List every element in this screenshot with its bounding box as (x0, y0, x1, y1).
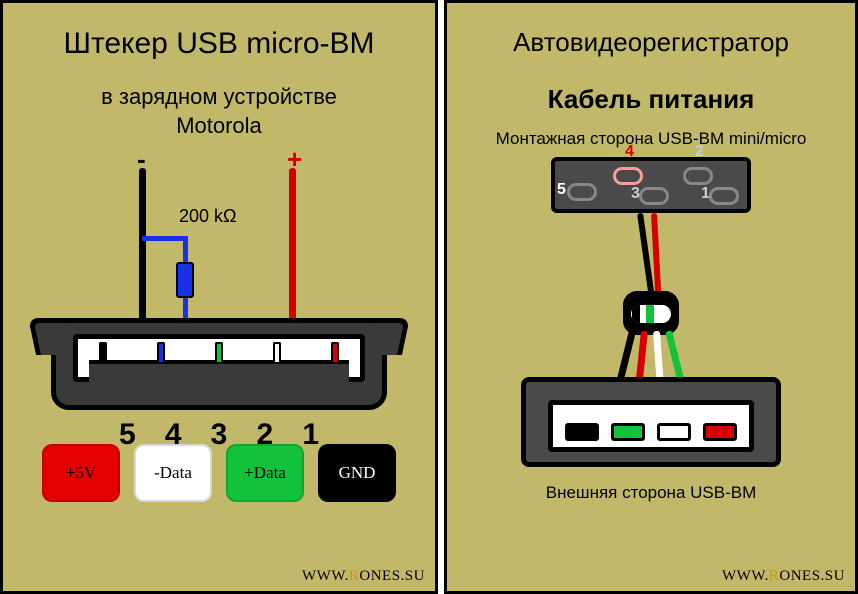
pin-number-row: 5 4 3 2 1 (119, 418, 319, 452)
credit-accent: R (349, 568, 360, 584)
credit-accent-r: R (769, 568, 780, 584)
pin-num-1: 1 (302, 418, 319, 452)
credit-left: WWW.RONES.SU (302, 568, 425, 585)
legend-pdata: +Data (226, 444, 304, 502)
cable-sleeve-cut (631, 305, 671, 323)
rear-num-1: 1 (701, 185, 710, 203)
cable-bundle (551, 213, 751, 383)
rear-pad-3 (639, 187, 669, 205)
right-panel: Автовидеорегистратор Кабель питания Монт… (444, 0, 858, 594)
wire-gnd-black (139, 168, 146, 326)
micro-usb-pins (99, 342, 339, 362)
resistor-label: 200 kΩ (179, 206, 237, 227)
pin-num-5: 5 (119, 418, 136, 452)
legend-gnd: GND (318, 444, 396, 502)
strand-green (646, 305, 654, 323)
mini-usb-rear: 5 4 3 2 1 (551, 157, 751, 213)
right-bottom-caption: Внешняя сторона USB-BM (546, 483, 756, 503)
pin-1 (331, 342, 339, 362)
micro-usb-tongue (89, 360, 349, 384)
bm-front-slot (548, 400, 754, 452)
pin-2 (273, 342, 281, 362)
pin-num-2: 2 (256, 418, 273, 452)
rear-pad-2 (683, 167, 713, 185)
left-diagram: - + 200 kΩ 5 4 3 2 1 (29, 150, 409, 430)
bm-pin-4 (565, 423, 599, 441)
bm-pin-2 (657, 423, 691, 441)
rear-num-2: 2 (695, 143, 704, 161)
tail-wire-green (665, 330, 684, 382)
rear-pad-1 (709, 187, 739, 205)
rear-num-3: 3 (631, 185, 640, 203)
right-top-caption: Монтажная сторона USB-BM mini/micro (496, 129, 807, 149)
rear-num-5: 5 (557, 181, 566, 199)
resistor-lead-h (142, 236, 188, 241)
bm-pin-1 (703, 423, 737, 441)
rear-pad-5 (567, 183, 597, 201)
rear-pad-4 (613, 167, 643, 185)
resistor-lead-v1 (183, 236, 188, 264)
pin-5 (99, 342, 107, 362)
pin-num-3: 3 (211, 418, 228, 452)
credit-prefix-r: WWW. (722, 568, 769, 584)
bm-pin-3 (611, 423, 645, 441)
legend-5v: +5V (42, 444, 120, 502)
left-subtitle-line2: Motorola (176, 113, 262, 138)
left-title: Штекер USB micro-BM (63, 27, 374, 61)
wire-5v-red (289, 168, 296, 326)
usb-bm-front: 4 3 2 1 (521, 377, 781, 467)
left-subtitle-line1: в зарядном устройстве (101, 84, 337, 109)
rear-num-4: 4 (625, 143, 634, 161)
strand-white (661, 305, 669, 323)
credit-rest: ONES.SU (359, 568, 425, 584)
credit-rest-r: ONES.SU (779, 568, 845, 584)
left-panel: Штекер USB micro-BM в зарядном устройств… (0, 0, 438, 594)
pin-4 (157, 342, 165, 362)
legend-row: +5V -Data +Data GND (42, 444, 396, 502)
right-title: Автовидеорегистратор (513, 27, 789, 58)
left-subtitle: в зарядном устройстве Motorola (101, 83, 337, 140)
legend-mdata: -Data (134, 444, 212, 502)
pin-num-4: 4 (165, 418, 182, 452)
resistor-body (176, 262, 194, 298)
credit-prefix: WWW. (302, 568, 349, 584)
strand-black (632, 305, 640, 323)
credit-right: WWW.RONES.SU (722, 568, 845, 585)
right-subtitle: Кабель питания (548, 84, 755, 115)
pin-3 (215, 342, 223, 362)
